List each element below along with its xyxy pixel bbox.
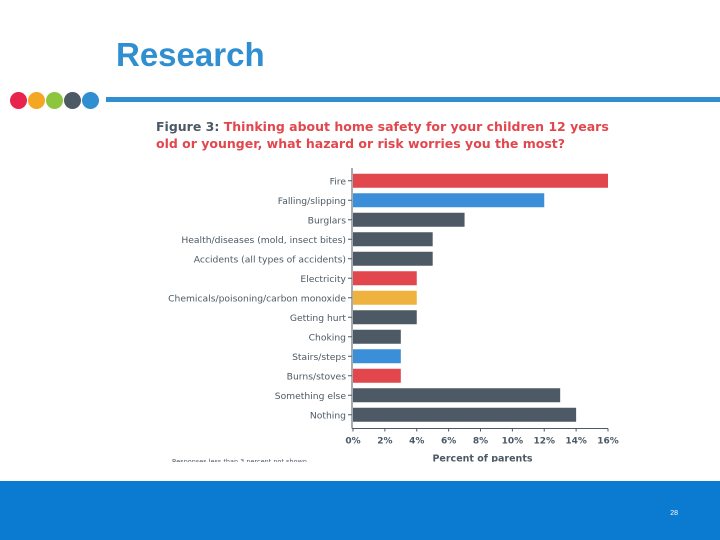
bar — [353, 232, 433, 247]
x-tick-label: 14% — [565, 437, 587, 447]
figure-title: Figure 3: Thinking about home safety for… — [156, 118, 626, 152]
figure: Figure 3: Thinking about home safety for… — [150, 112, 630, 462]
category-label: Stairs/steps — [292, 352, 346, 363]
category-label: Getting hurt — [290, 313, 347, 324]
bar — [353, 310, 417, 325]
brand-dot — [10, 92, 27, 109]
category-label: Health/diseases (mold, insect bites) — [181, 235, 346, 246]
bar — [353, 212, 465, 227]
category-label: Chemicals/poisoning/carbon monoxide — [168, 293, 346, 304]
page-number: 28 — [670, 510, 678, 517]
x-tick-label: 2% — [377, 437, 392, 447]
bar — [353, 407, 577, 422]
category-label: Accidents (all types of accidents) — [194, 254, 346, 265]
brand-dot — [64, 92, 81, 109]
x-axis-label: Percent of parents — [432, 454, 532, 463]
brand-dot — [46, 92, 63, 109]
bar — [353, 388, 561, 403]
bar — [353, 368, 401, 383]
bar — [353, 173, 608, 188]
x-tick-label: 4% — [409, 437, 424, 447]
slide-title: Research — [116, 36, 265, 73]
bar — [353, 193, 545, 208]
brand-dot — [28, 92, 45, 109]
bar — [353, 329, 401, 344]
figure-question: Thinking about home safety for your chil… — [156, 119, 609, 151]
x-tick-label: 10% — [502, 437, 524, 447]
x-tick-label: 8% — [473, 437, 488, 447]
category-label: Nothing — [310, 410, 346, 421]
category-label: Choking — [309, 332, 346, 343]
title-rule — [106, 97, 720, 102]
bar — [353, 349, 401, 364]
x-tick-label: 6% — [441, 437, 456, 447]
category-label: Fire — [330, 176, 347, 187]
bar — [353, 290, 417, 305]
bar — [353, 251, 433, 266]
figure-label: Figure 3: — [156, 119, 220, 134]
category-label: Burglars — [308, 215, 347, 226]
brand-dots — [10, 91, 102, 109]
category-label: Something else — [275, 391, 347, 402]
x-tick-label: 16% — [597, 437, 619, 447]
footer-bar: 28 — [0, 481, 720, 540]
category-label: Falling/slipping — [278, 196, 346, 207]
x-tick-label: 12% — [533, 437, 555, 447]
x-tick-label: 0% — [345, 437, 360, 447]
category-label: Burns/stoves — [287, 371, 347, 382]
category-label: Electricity — [300, 274, 346, 285]
brand-dot — [82, 92, 99, 109]
bar — [353, 271, 417, 286]
bar-chart: Fire Falling/slipping Burglars Health/disea… — [168, 168, 619, 463]
figure-note: Responses less than 3 percent not shown. — [172, 458, 309, 463]
